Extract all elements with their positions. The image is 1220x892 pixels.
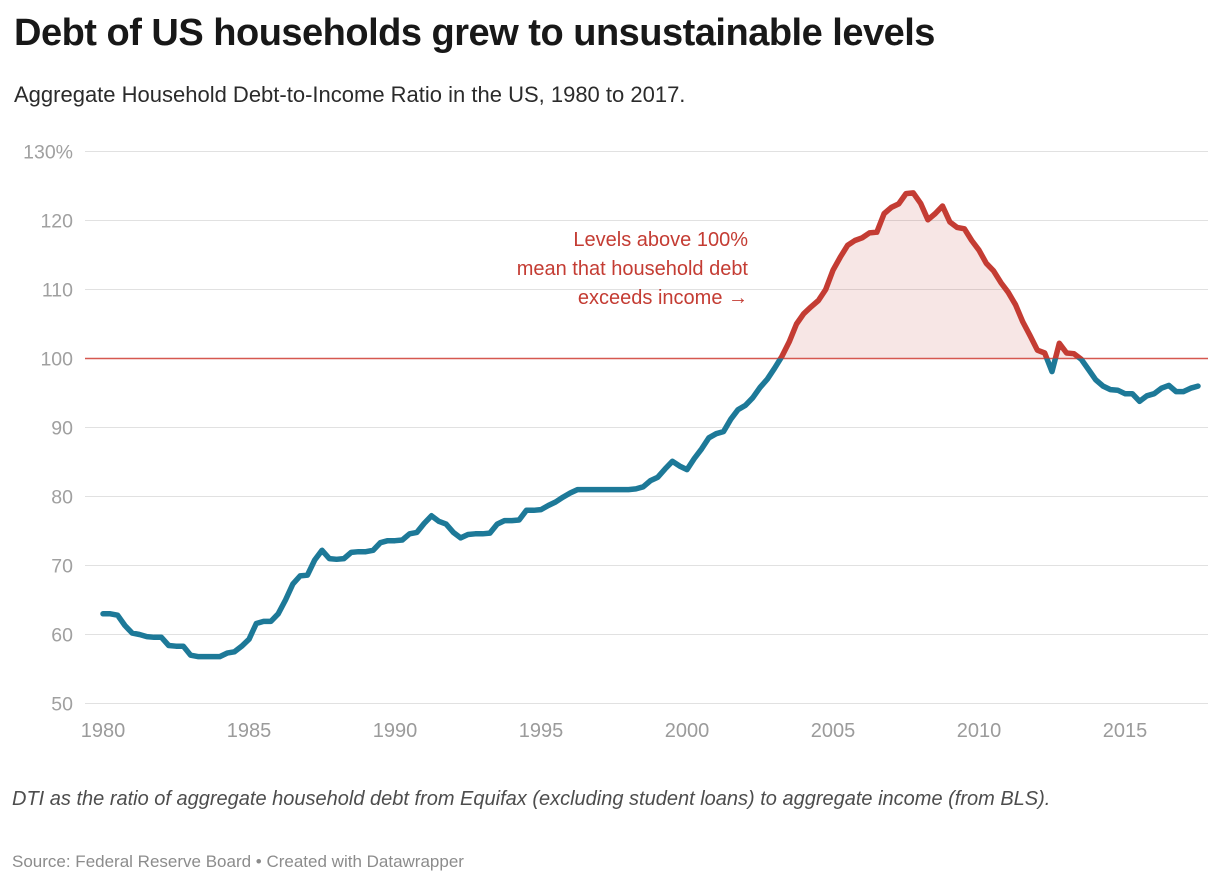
svg-text:60: 60 <box>51 625 73 647</box>
svg-text:1990: 1990 <box>373 720 418 742</box>
svg-text:2010: 2010 <box>957 720 1002 742</box>
svg-text:130%: 130% <box>23 142 73 164</box>
svg-text:2015: 2015 <box>1103 720 1148 742</box>
svg-text:70: 70 <box>51 556 73 578</box>
footnote: DTI as the ratio of aggregate household … <box>12 788 1051 810</box>
chart-subtitle: Aggregate Household Debt-to-Income Ratio… <box>14 82 686 107</box>
svg-text:110: 110 <box>42 280 73 302</box>
svg-text:80: 80 <box>51 487 73 509</box>
svg-text:120: 120 <box>40 211 73 233</box>
annotation-line: Levels above 100% <box>573 229 748 251</box>
svg-text:100: 100 <box>40 349 73 371</box>
svg-text:90: 90 <box>51 418 73 440</box>
chart-title: Debt of US households grew to unsustaina… <box>14 12 935 54</box>
source-line: Source: Federal Reserve Board • Created … <box>12 852 464 871</box>
svg-text:1985: 1985 <box>227 720 272 742</box>
annotation-line: mean that household debt <box>516 258 748 280</box>
svg-text:2000: 2000 <box>665 720 710 742</box>
threshold-annotation: Levels above 100% mean that household de… <box>328 226 748 313</box>
svg-text:1980: 1980 <box>81 720 126 742</box>
svg-text:1995: 1995 <box>519 720 564 742</box>
svg-text:2005: 2005 <box>811 720 856 742</box>
svg-text:50: 50 <box>51 694 73 716</box>
annotation-line: exceeds income → <box>577 287 748 309</box>
